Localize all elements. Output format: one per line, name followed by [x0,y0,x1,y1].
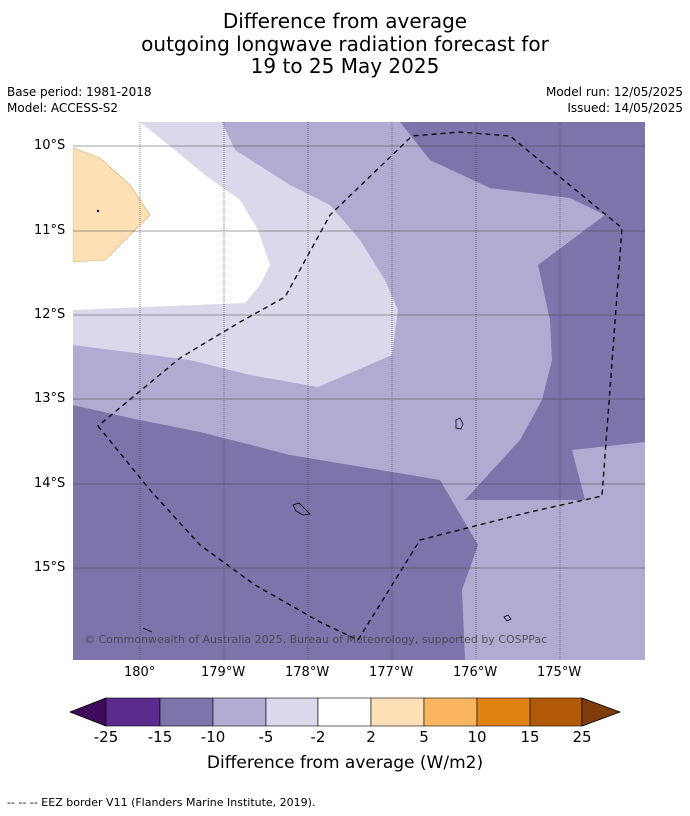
colorbar-label: -10 [200,728,226,746]
meta-left: Base period: 1981-2018 Model: ACCESS-S2 [7,84,152,116]
lat-label-11s: 11°S [34,223,66,238]
meta-right: Model run: 12/05/2025 Issued: 14/05/2025 [546,84,683,116]
lat-label-12s: 12°S [34,307,66,322]
lon-label-175w: 175°W [537,665,582,680]
colorbar-arrow-low [68,697,107,727]
colorbar-label: -2 [310,728,326,746]
colorbar-arrow-high [581,697,622,727]
lon-label-178w: 178°W [285,665,330,680]
colorbar-segment [476,697,531,727]
base-period: Base period: 1981-2018 [7,85,152,99]
copyright-text: © Commonwealth of Australia 2025, Bureau… [84,633,548,646]
colorbar-label: 15 [520,728,540,746]
colorbar-label: -15 [147,728,173,746]
lon-label-180: 180° [124,665,156,680]
colorbar-segment [529,697,583,727]
lon-label-177w: 177°W [369,665,414,680]
colorbar-segment [423,697,478,727]
lat-label-14s: 14°S [34,476,66,491]
colorbar-segment [105,697,161,727]
colorbar-label: 25 [572,728,592,746]
lon-label-176w: 176°W [453,665,498,680]
lat-label-10s: 10°S [34,138,66,153]
model-run: Model run: 12/05/2025 [545,85,683,99]
lat-label-13s: 13°S [34,391,66,406]
colorbar-segment [212,697,267,727]
colorbar-segment [370,697,425,727]
lon-label-179w: 179°W [201,665,246,680]
colorbar-label: -25 [93,728,119,746]
footer-legend: -- -- -- EEZ border V11 (Flanders Marine… [7,796,316,809]
issued-date: Issued: 14/05/2025 [567,101,683,115]
colorbar [68,697,622,727]
colorbar-label: 5 [419,728,429,746]
colorbar-label: 10 [467,728,487,746]
islands [96,209,512,633]
band-minus2-2 [73,122,270,310]
title-line-3: 19 to 25 May 2025 [250,54,440,78]
colorbar-label: -5 [258,728,274,746]
colorbar-title: Difference from average (W/m2) [206,753,484,773]
band-minus15-minus10-east [400,122,645,500]
model-name: Model: ACCESS-S2 [7,101,119,115]
colorbar-segment [317,697,372,727]
lat-label-15s: 15°S [34,560,66,575]
gridlines [73,145,645,569]
colorbar-segment [265,697,319,727]
colorbar-label: 2 [366,728,376,746]
title-line-2: outgoing longwave radiation forecast for [141,32,549,56]
band-minus15-minus10-south [73,405,478,660]
colorbar-segment [159,697,214,727]
title-line-1: Difference from average [222,9,468,33]
